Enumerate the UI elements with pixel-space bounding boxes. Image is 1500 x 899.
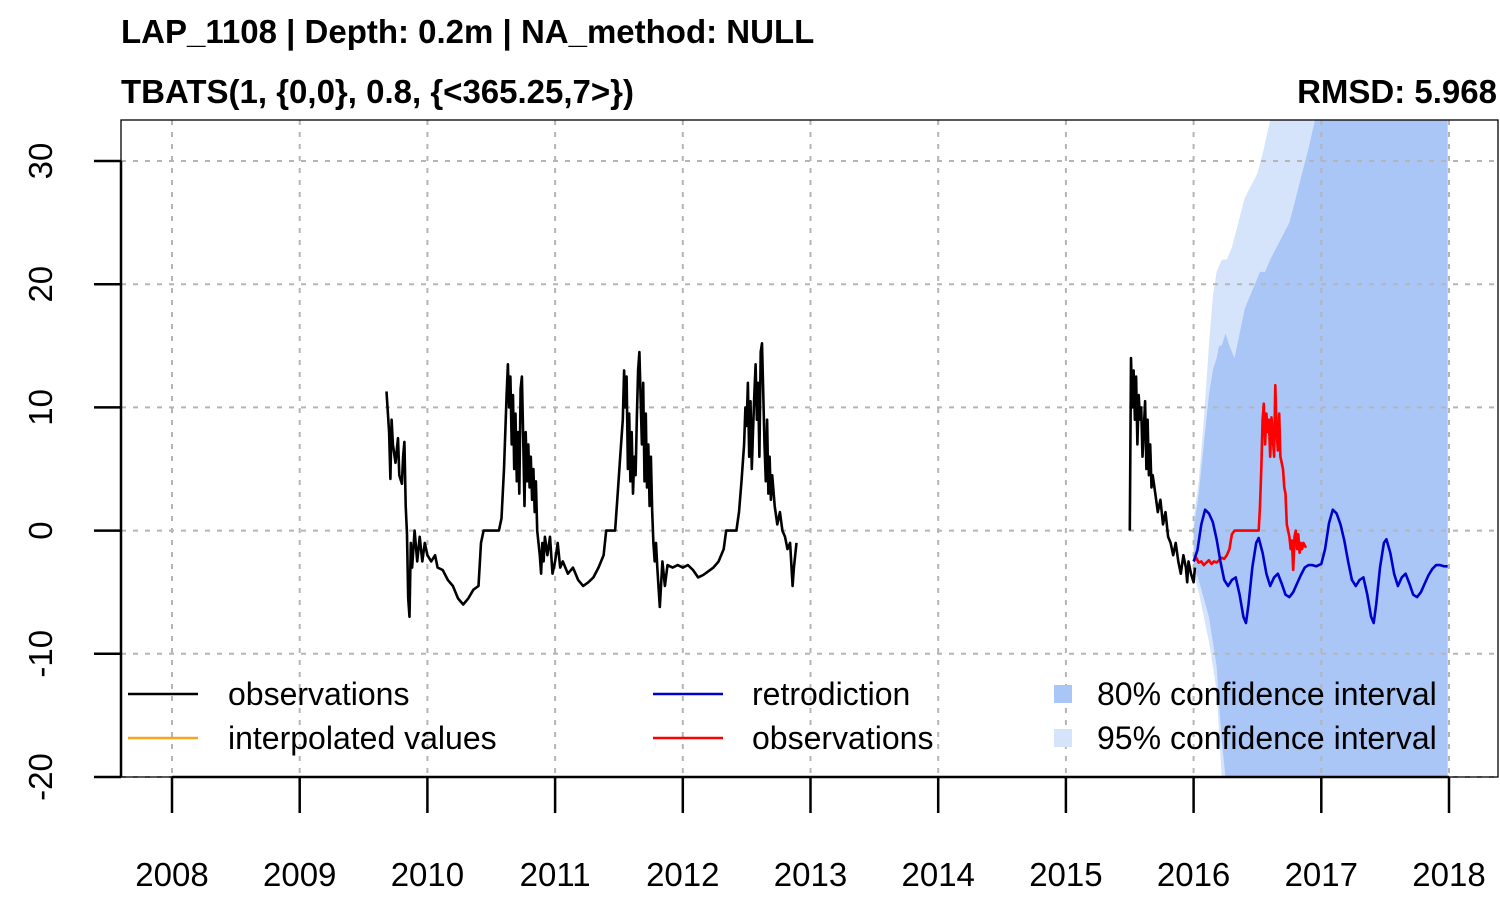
series-0-segment-0 [385, 341, 798, 619]
y-tick-label--10: -10 [22, 630, 59, 678]
axes: -20 -10 0 10 20 30 2008 2009 2010 2011 2012 2013 201… [22, 143, 1486, 893]
legend-label-5: 95% confidence interval [1097, 720, 1437, 756]
x-tick-label-2008: 2008 [135, 856, 208, 893]
x-tick-label-2018: 2018 [1412, 856, 1485, 893]
legend-label-4: 80% confidence interval [1097, 676, 1437, 712]
series-2-segment-0 [1192, 508, 1448, 625]
legend-label-0: observations [228, 676, 409, 712]
x-tick-label-2010: 2010 [391, 856, 464, 893]
x-tick-label-2012: 2012 [646, 856, 719, 893]
legend-label-2: retrodiction [752, 676, 910, 712]
legend-swatch-5 [1054, 729, 1072, 747]
y-tick-label--20: -20 [22, 753, 59, 801]
chart-subtitle: TBATS(1, {0,0}, 0.8, {<365.25,7>}) [121, 73, 634, 110]
y-tick-label-0: 0 [22, 521, 59, 539]
y-tick-label-20: 20 [22, 266, 59, 303]
x-tick-label-2013: 2013 [774, 856, 847, 893]
x-tick-label-2014: 2014 [901, 856, 974, 893]
legend-label-1: interpolated values [228, 720, 497, 756]
x-tick-label-2017: 2017 [1285, 856, 1358, 893]
x-tick-label-2016: 2016 [1157, 856, 1230, 893]
x-tick-label-2009: 2009 [263, 856, 336, 893]
series-1-segment-0 [1192, 383, 1308, 572]
y-tick-label-30: 30 [22, 143, 59, 180]
data-lines [385, 341, 1448, 625]
legend-swatch-4 [1054, 685, 1072, 703]
rmsd-label: RMSD: 5.968 [1297, 73, 1497, 110]
y-tick-label-10: 10 [22, 389, 59, 426]
x-tick-label-2015: 2015 [1029, 856, 1102, 893]
series-0-segment-1 [1128, 356, 1197, 584]
legend: observations interpolated values retrodict… [128, 676, 1437, 756]
x-tick-label-2011: 2011 [520, 856, 591, 893]
chart-title: LAP_1108 | Depth: 0.2m | NA_method: NULL [121, 13, 814, 50]
legend-label-3: observations [752, 720, 933, 756]
